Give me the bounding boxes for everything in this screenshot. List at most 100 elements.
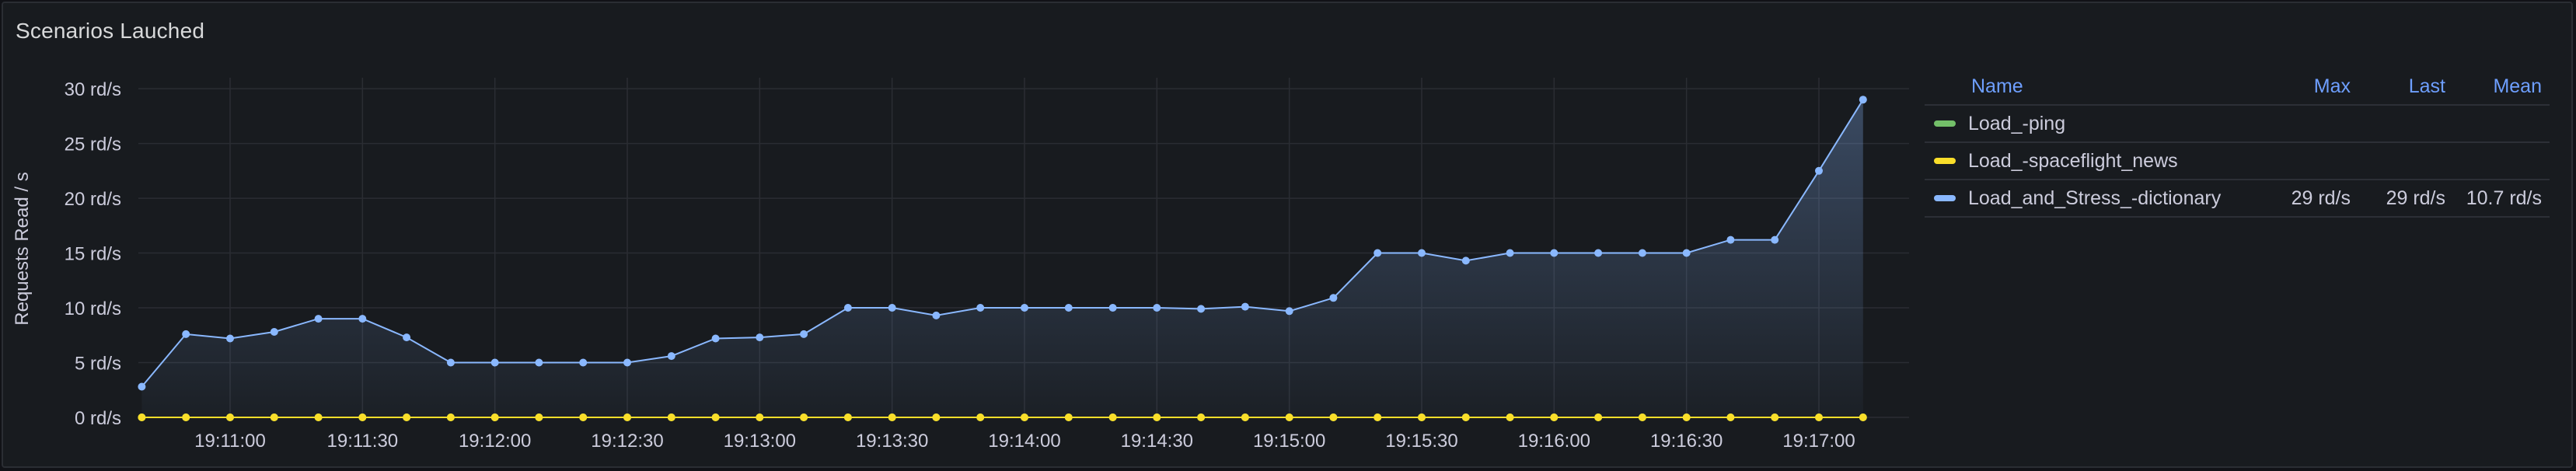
data-point[interactable] <box>1418 413 1426 421</box>
data-point[interactable] <box>756 333 764 342</box>
data-point[interactable] <box>1108 413 1117 421</box>
data-point[interactable] <box>1726 236 1735 244</box>
data-point[interactable] <box>490 358 499 367</box>
x-tick-label: 19:14:00 <box>988 431 1060 452</box>
series-line[interactable] <box>141 99 1864 388</box>
data-point[interactable] <box>932 413 941 421</box>
data-point[interactable] <box>270 328 278 336</box>
data-point[interactable] <box>358 413 367 421</box>
legend-series-name[interactable]: Load_and_Stress_-dictionary <box>1968 187 2222 209</box>
data-point[interactable] <box>1682 249 1691 257</box>
data-point[interactable] <box>1374 413 1382 421</box>
data-point[interactable] <box>535 358 543 367</box>
data-point[interactable] <box>1021 304 1028 312</box>
legend-header-max[interactable]: Max <box>2313 75 2351 97</box>
data-point[interactable] <box>976 413 985 421</box>
data-point[interactable] <box>138 413 146 421</box>
data-point[interactable] <box>446 413 455 421</box>
data-point[interactable] <box>1815 166 1823 175</box>
data-point[interactable] <box>1771 413 1779 421</box>
series-areas <box>141 99 1863 417</box>
legend-row-spaceflight-news[interactable]: Load_-spaceflight_news <box>1925 143 2550 180</box>
data-point[interactable] <box>1374 249 1382 257</box>
legend-header-mean[interactable]: Mean <box>2493 75 2542 97</box>
data-point[interactable] <box>1153 304 1161 312</box>
data-point[interactable] <box>1815 413 1823 421</box>
data-point[interactable] <box>1241 413 1249 421</box>
data-point[interactable] <box>800 413 808 421</box>
data-point[interactable] <box>1859 96 1867 104</box>
data-point[interactable] <box>843 413 852 421</box>
data-point[interactable] <box>1638 413 1646 421</box>
data-point[interactable] <box>579 413 588 421</box>
panel-title[interactable]: Scenarios Lauched <box>16 19 205 43</box>
legend-series-name[interactable]: Load_-spaceflight_news <box>1968 149 2178 172</box>
data-point[interactable] <box>711 413 720 421</box>
data-point[interactable] <box>1506 249 1514 257</box>
legend-row-ping[interactable]: Load_-ping <box>1925 106 2550 143</box>
data-point[interactable] <box>535 413 543 421</box>
data-point[interactable] <box>623 413 631 421</box>
data-point[interactable] <box>1418 249 1426 257</box>
data-point[interactable] <box>976 304 985 312</box>
data-point[interactable] <box>1461 413 1470 421</box>
data-point[interactable] <box>1771 236 1779 244</box>
data-point[interactable] <box>1329 413 1338 421</box>
data-point[interactable] <box>1197 413 1206 421</box>
data-point[interactable] <box>667 352 675 361</box>
data-point[interactable] <box>623 358 631 367</box>
data-point[interactable] <box>1506 413 1514 421</box>
data-point[interactable] <box>932 311 941 319</box>
data-point[interactable] <box>314 413 323 421</box>
data-point[interactable] <box>403 413 411 421</box>
data-point[interactable] <box>1241 302 1249 311</box>
data-point[interactable] <box>1329 294 1338 302</box>
data-point[interactable] <box>1638 249 1646 257</box>
series-color-swatch[interactable] <box>1934 195 1956 201</box>
data-point[interactable] <box>800 330 808 338</box>
data-point[interactable] <box>843 304 852 312</box>
data-point[interactable] <box>1285 307 1293 316</box>
data-point[interactable] <box>1064 304 1073 312</box>
data-point[interactable] <box>1859 413 1867 421</box>
data-point[interactable] <box>226 334 234 343</box>
data-point[interactable] <box>490 413 499 421</box>
data-point[interactable] <box>1153 413 1161 421</box>
data-point[interactable] <box>358 315 367 323</box>
data-point[interactable] <box>1726 413 1735 421</box>
legend-row-dictionary[interactable]: Load_and_Stress_-dictionary 29 rd/s 29 r… <box>1925 180 2550 218</box>
data-point[interactable] <box>1594 249 1603 257</box>
data-point[interactable] <box>711 334 720 343</box>
data-point[interactable] <box>182 413 190 421</box>
data-point[interactable] <box>667 413 675 421</box>
data-point[interactable] <box>1682 413 1691 421</box>
data-point[interactable] <box>1550 413 1559 421</box>
series-color-swatch[interactable] <box>1934 120 1956 127</box>
data-point[interactable] <box>314 315 323 323</box>
data-point[interactable] <box>446 358 455 367</box>
legend-header-last[interactable]: Last <box>2408 75 2445 97</box>
data-point[interactable] <box>1197 305 1206 313</box>
series-color-swatch[interactable] <box>1934 158 1956 164</box>
data-point[interactable] <box>270 413 278 421</box>
data-point[interactable] <box>1285 413 1293 421</box>
data-point[interactable] <box>1021 413 1028 421</box>
data-point[interactable] <box>226 413 234 421</box>
data-point[interactable] <box>138 382 146 391</box>
data-point[interactable] <box>1064 413 1073 421</box>
data-point[interactable] <box>888 304 896 312</box>
data-point[interactable] <box>888 413 896 421</box>
x-tick-label: 19:11:00 <box>194 431 266 452</box>
data-point[interactable] <box>403 333 411 342</box>
y-tick-label: 10 rd/s <box>65 298 121 319</box>
data-point[interactable] <box>1550 249 1559 257</box>
legend-header-name[interactable]: Name <box>1971 75 2023 97</box>
data-point[interactable] <box>1461 256 1470 265</box>
legend-series-name[interactable]: Load_-ping <box>1968 112 2066 134</box>
data-point[interactable] <box>579 358 588 367</box>
series-area <box>141 99 1863 417</box>
data-point[interactable] <box>182 330 190 338</box>
data-point[interactable] <box>756 413 764 421</box>
data-point[interactable] <box>1108 304 1117 312</box>
data-point[interactable] <box>1594 413 1603 421</box>
